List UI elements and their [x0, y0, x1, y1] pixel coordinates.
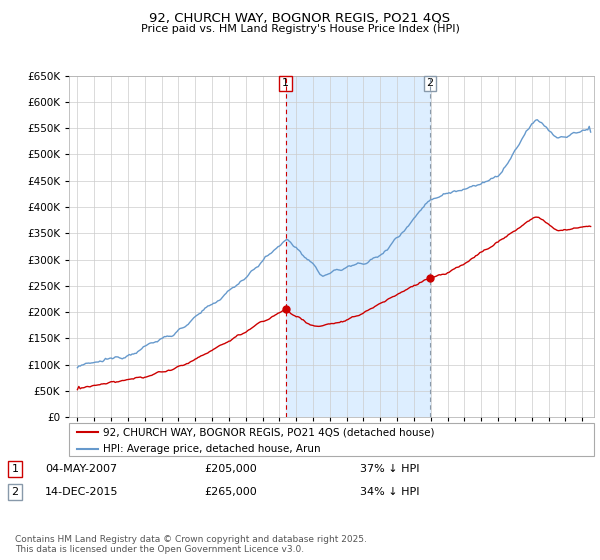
Text: 1: 1: [11, 464, 19, 474]
Text: 1: 1: [282, 78, 289, 88]
Text: 14-DEC-2015: 14-DEC-2015: [45, 487, 119, 497]
Text: 2: 2: [11, 487, 19, 497]
Text: 37% ↓ HPI: 37% ↓ HPI: [360, 464, 419, 474]
Text: 92, CHURCH WAY, BOGNOR REGIS, PO21 4QS (detached house): 92, CHURCH WAY, BOGNOR REGIS, PO21 4QS (…: [103, 427, 434, 437]
Text: Price paid vs. HM Land Registry's House Price Index (HPI): Price paid vs. HM Land Registry's House …: [140, 24, 460, 34]
Text: 04-MAY-2007: 04-MAY-2007: [45, 464, 117, 474]
Text: 92, CHURCH WAY, BOGNOR REGIS, PO21 4QS: 92, CHURCH WAY, BOGNOR REGIS, PO21 4QS: [149, 11, 451, 24]
Text: Contains HM Land Registry data © Crown copyright and database right 2025.
This d: Contains HM Land Registry data © Crown c…: [15, 535, 367, 554]
Text: 2: 2: [427, 78, 434, 88]
Text: 34% ↓ HPI: 34% ↓ HPI: [360, 487, 419, 497]
FancyBboxPatch shape: [69, 423, 594, 456]
Text: £205,000: £205,000: [204, 464, 257, 474]
Text: £265,000: £265,000: [204, 487, 257, 497]
Text: HPI: Average price, detached house, Arun: HPI: Average price, detached house, Arun: [103, 444, 321, 454]
Bar: [286, 76, 430, 417]
